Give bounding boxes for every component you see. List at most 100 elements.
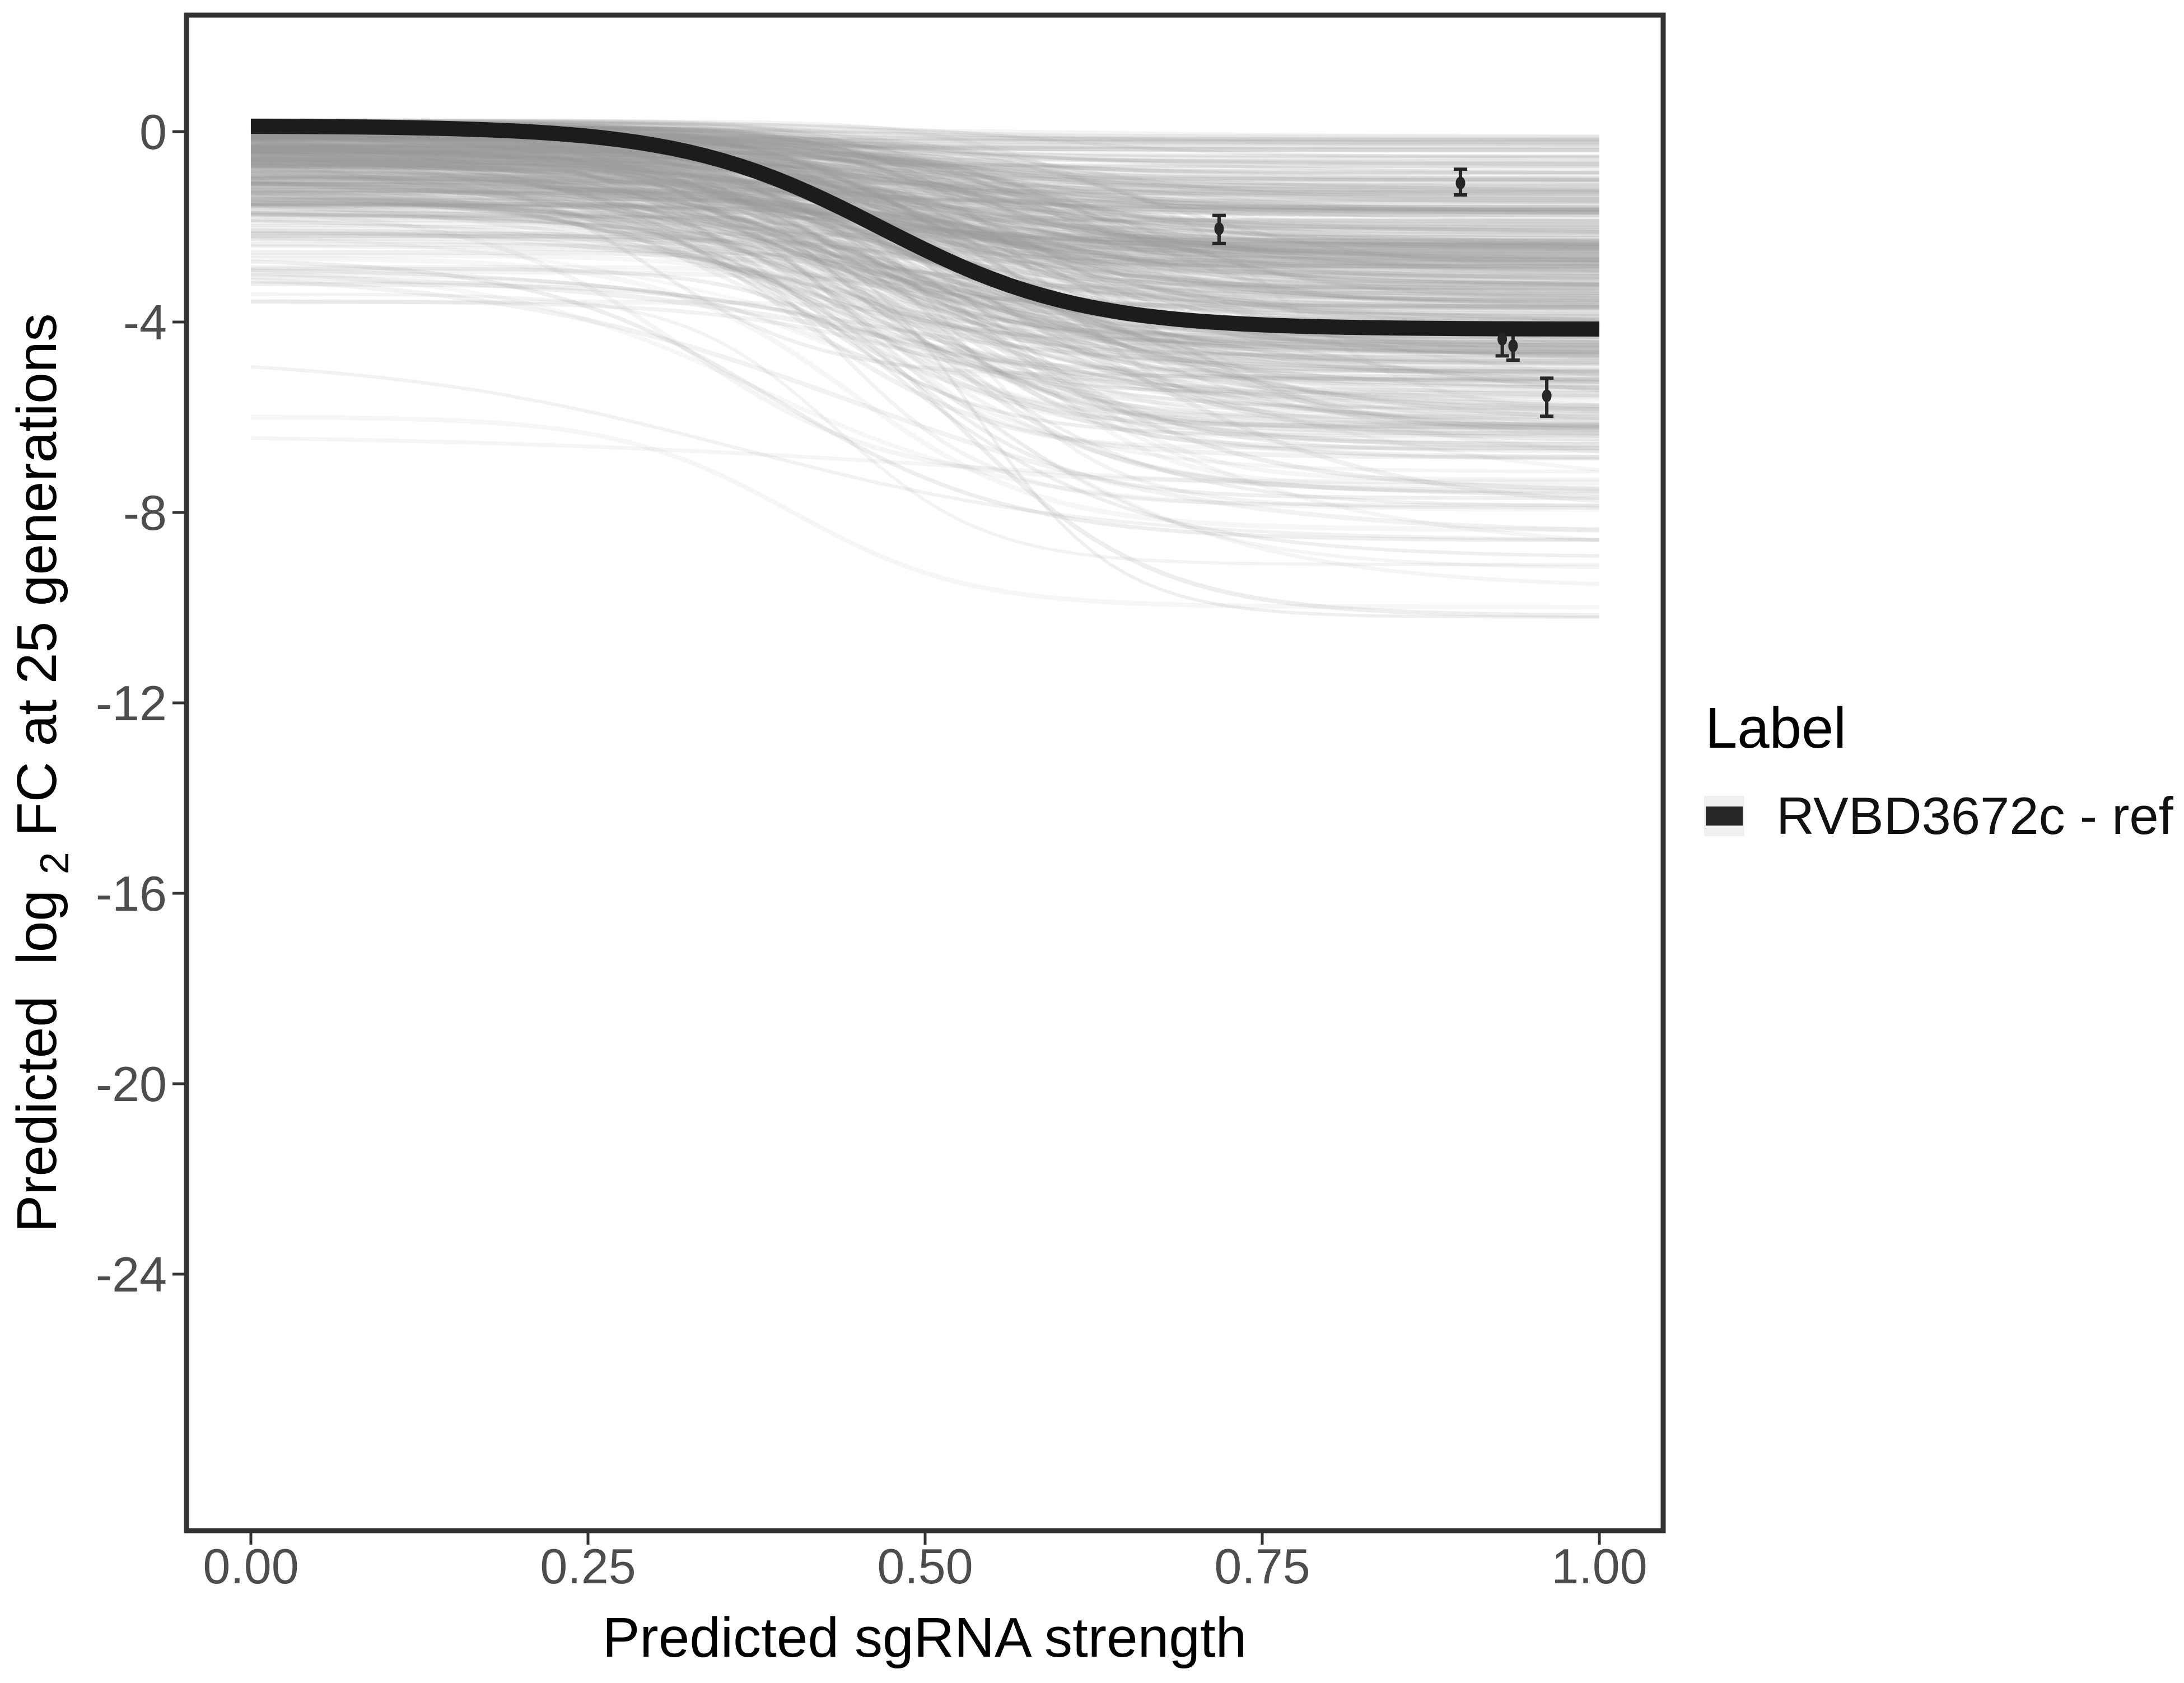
prediction-curve: [250, 165, 1599, 348]
y-tick-label: -4: [123, 295, 167, 350]
prediction-curve: [251, 161, 1599, 169]
prediction-curve: [251, 187, 1600, 306]
prediction-curve: [250, 204, 1600, 356]
prediction-curve: [251, 236, 1600, 382]
x-axis-title: Predicted sgRNA strength: [603, 1606, 1247, 1669]
spaghetti-curves: [250, 118, 1600, 619]
prediction-curve: [251, 148, 1600, 246]
y-tick-label: -24: [96, 1247, 167, 1302]
data-point: [1497, 333, 1508, 346]
prediction-curve: [251, 150, 1599, 209]
prediction-curve: [250, 161, 1600, 352]
prediction-curve: [250, 147, 1600, 255]
prediction-curve: [250, 170, 1600, 263]
prediction-curve: [250, 274, 1600, 416]
prediction-curve: [250, 183, 1600, 432]
prediction-curve: [251, 281, 1599, 382]
prediction-curve: [250, 175, 1600, 494]
prediction-curve: [250, 167, 1600, 444]
prediction-curve: [250, 136, 1600, 426]
prediction-curve: [250, 145, 1600, 213]
prediction-curve: [250, 255, 1599, 532]
prediction-curve: [251, 140, 1600, 339]
prediction-curve: [250, 175, 1599, 211]
prediction-curve: [250, 201, 1599, 438]
prediction-curve: [251, 167, 1599, 251]
prediction-curve-outlier: [250, 190, 1600, 542]
prediction-curve: [250, 136, 1599, 152]
prediction-curve: [251, 153, 1600, 301]
prediction-curve: [251, 148, 1599, 187]
prediction-curve: [250, 242, 1600, 374]
prediction-curve: [250, 192, 1600, 360]
prediction-curve: [250, 157, 1599, 300]
prediction-curve: [250, 136, 1600, 288]
prediction-curve: [251, 157, 1600, 282]
prediction-curve: [250, 135, 1599, 363]
prediction-curve: [250, 150, 1600, 435]
prediction-curve: [250, 223, 1600, 355]
prediction-curve: [250, 144, 1599, 202]
prediction-curve: [251, 163, 1600, 290]
prediction-curve: [250, 157, 1600, 304]
prediction-curve: [251, 156, 1599, 171]
y-tick-label: -20: [96, 1056, 167, 1112]
prediction-curve: [251, 140, 1599, 149]
prediction-curve: [250, 160, 1600, 433]
prediction-curve: [250, 151, 1600, 234]
prediction-curve: [250, 184, 1600, 374]
prediction-curve: [251, 136, 1599, 355]
prediction-curve: [250, 136, 1599, 144]
prediction-curve: [250, 146, 1600, 215]
prediction-curve: [251, 159, 1599, 253]
reference-curve: [250, 119, 1600, 337]
prediction-curve: [251, 187, 1599, 212]
prediction-curve: [251, 146, 1600, 281]
legend-item-label[interactable]: RVBD3672c - ref: [1776, 786, 2174, 845]
prediction-curve: [251, 141, 1599, 248]
prediction-curve: [250, 137, 1599, 177]
prediction-curve: [251, 140, 1599, 166]
prediction-curve: [250, 187, 1600, 264]
x-axis-ticks: 0.00 0.25 0.50 0.75 1.00: [203, 1531, 1648, 1594]
prediction-curve: [250, 180, 1600, 421]
prediction-curve: [251, 134, 1599, 395]
prediction-curve: [250, 146, 1599, 246]
x-tick-label: 0.25: [540, 1539, 636, 1594]
y-tick-label: -12: [96, 675, 167, 731]
observed-points: [1214, 176, 1552, 403]
prediction-curve: [250, 174, 1599, 507]
prediction-curve: [251, 220, 1600, 454]
prediction-curve: [250, 150, 1600, 271]
y-axis-title-subscript: 2: [32, 852, 77, 874]
prediction-curve: [250, 211, 1600, 407]
legend-line-swatch-icon[interactable]: [1706, 806, 1743, 826]
prediction-curve: [250, 225, 1600, 570]
prediction-curve: [251, 169, 1600, 304]
prediction-curve: [250, 163, 1599, 296]
x-tick-label: 0.50: [877, 1539, 973, 1594]
prediction-curve: [250, 151, 1599, 254]
prediction-curve: [250, 119, 1600, 293]
prediction-curve: [250, 144, 1600, 199]
prediction-curve: [250, 158, 1600, 235]
prediction-curve: [250, 160, 1600, 353]
y-axis-title-prefix: Predicted log: [6, 890, 68, 1232]
prediction-curve: [250, 138, 1600, 310]
prediction-curve: [251, 148, 1599, 302]
prediction-curve: [251, 201, 1600, 288]
prediction-curve: [250, 140, 1599, 279]
prediction-curve: [251, 250, 1599, 450]
prediction-curve: [250, 171, 1600, 344]
prediction-curve: [250, 228, 1600, 347]
prediction-curve: [250, 134, 1600, 413]
prediction-curve: [250, 184, 1600, 427]
prediction-curve: [251, 138, 1599, 147]
prediction-curve: [251, 157, 1600, 412]
prediction-curve: [251, 231, 1599, 243]
prediction-curve: [250, 181, 1600, 408]
prediction-curve: [250, 132, 1600, 398]
prediction-curve: [251, 300, 1600, 482]
